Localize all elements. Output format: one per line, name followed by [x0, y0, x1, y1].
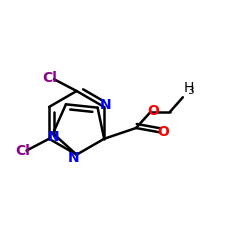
- Text: N: N: [48, 130, 59, 144]
- Text: O: O: [158, 125, 170, 139]
- Text: H: H: [183, 81, 194, 95]
- Text: O: O: [148, 104, 159, 118]
- Text: 3: 3: [188, 86, 194, 96]
- Text: N: N: [68, 151, 80, 165]
- Text: Cl: Cl: [42, 71, 57, 85]
- Text: N: N: [100, 98, 112, 112]
- Text: Cl: Cl: [15, 144, 30, 158]
